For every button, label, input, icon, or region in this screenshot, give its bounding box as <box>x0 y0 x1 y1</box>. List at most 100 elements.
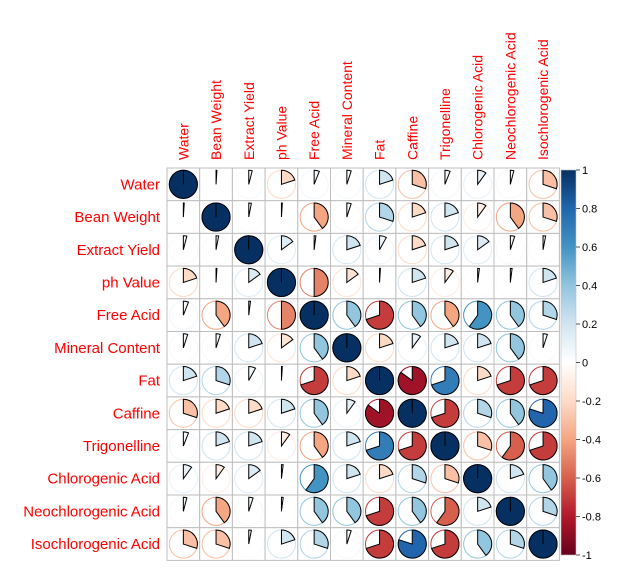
column-label: Isochlorogenic Acid <box>535 39 551 160</box>
row-label: Mineral Content <box>54 340 161 357</box>
pie-slice <box>280 431 291 448</box>
colorbar-gradient <box>560 169 577 556</box>
colorbar-tick-label: 0.2 <box>582 319 597 331</box>
colorbar-tick-label: -1 <box>582 550 592 562</box>
pie-slice <box>477 267 480 283</box>
pie-slice <box>346 235 361 251</box>
pie-slice <box>346 529 352 545</box>
pie-slice <box>444 267 454 284</box>
colorbar: 1 0.8 0.6 0.4 0.2 0 -0.2 -0.4 -0.6 -0.8 -1 <box>560 165 601 562</box>
pie-slice <box>411 202 427 218</box>
pie-slice <box>215 267 218 283</box>
pie-slice <box>365 496 395 526</box>
row-label: Trigonelline <box>83 438 160 455</box>
pie-slice <box>477 529 493 557</box>
pie-slice <box>215 464 226 481</box>
pie-slice <box>477 365 492 382</box>
column-label: Fat <box>372 140 388 160</box>
row-label: Chlorogenic Acid <box>47 471 160 488</box>
pie-slice <box>509 333 525 360</box>
pie-slice <box>509 267 513 283</box>
pie-slice <box>430 529 460 559</box>
pie-slice <box>477 202 487 219</box>
pie-slice <box>182 464 193 481</box>
row-label: Water <box>121 176 160 193</box>
pie-slice <box>280 235 294 251</box>
pie-slice <box>346 365 361 382</box>
colorbar-tick-label: -0.2 <box>582 396 601 408</box>
pie-slice <box>248 169 253 185</box>
pie-slice <box>313 529 329 550</box>
pie-slice <box>182 431 190 447</box>
pie-slice <box>542 235 547 250</box>
pie-slice <box>313 496 329 524</box>
pie-slice <box>365 431 395 461</box>
pie-slice <box>305 464 329 494</box>
pie-slice <box>379 235 387 250</box>
column-label: Caffine <box>404 116 420 160</box>
pie-slice <box>411 333 422 350</box>
pie-slice <box>542 333 549 349</box>
pie-slice <box>542 300 558 321</box>
pie-slice <box>444 464 460 484</box>
colorbar-tick-label: 1 <box>582 165 588 177</box>
pie-slice <box>477 169 487 186</box>
pie-slice <box>280 300 296 330</box>
pie-slice <box>397 365 427 396</box>
pie-slice <box>280 202 283 218</box>
pie-slice <box>477 235 490 251</box>
pie-slice <box>444 235 459 251</box>
pie-slice <box>365 529 395 559</box>
pie-slice <box>477 333 492 349</box>
colorbar-tick-label: 0.4 <box>582 281 597 293</box>
pie-slice <box>411 267 427 284</box>
pie-slice <box>280 464 284 479</box>
pie-slice <box>248 300 252 316</box>
colorbar-tick-label: 0.8 <box>582 204 597 216</box>
pie-slice <box>509 529 525 550</box>
pie-slice <box>248 398 263 414</box>
row-label: Free Acid <box>97 307 160 324</box>
pie-slice <box>529 431 558 461</box>
pie-slice <box>398 431 427 461</box>
pie-slice <box>182 398 198 419</box>
row-label: Neochlorogenic Acid <box>23 503 160 520</box>
pie-slice <box>280 333 294 349</box>
column-labels: Water Bean Weight Extract Yield ph Value Fre… <box>175 32 551 160</box>
pie-slice <box>379 267 381 283</box>
pie-slice <box>509 169 515 185</box>
pie-slice <box>379 169 394 186</box>
pie-slice <box>379 464 394 480</box>
column-label: Free Acid <box>306 101 322 160</box>
pie-slice <box>182 202 185 218</box>
pie-slice <box>280 496 284 512</box>
pie-slice <box>280 169 296 186</box>
pie-slice <box>248 202 252 218</box>
pie-slice <box>496 365 525 396</box>
pie-slice <box>182 496 188 512</box>
pie-slice <box>313 431 329 459</box>
pie-slice <box>468 300 493 330</box>
column-label: Trigonelline <box>437 88 453 160</box>
pie-slice <box>280 398 296 414</box>
pie-slice <box>215 496 231 524</box>
correlation-cells <box>166 167 560 561</box>
pie-slice <box>435 496 460 526</box>
pie-slice <box>397 529 427 559</box>
row-label: Caffine <box>113 405 160 422</box>
pie-slice <box>542 202 558 223</box>
pie-slice <box>248 333 263 349</box>
row-label: ph Value <box>102 274 160 291</box>
column-label: Bean Weight <box>208 80 224 160</box>
pie-slice <box>529 365 558 396</box>
pie-slice <box>313 398 329 426</box>
row-label: Fat <box>138 373 161 390</box>
pie-slice <box>444 300 460 328</box>
column-label: Neochlorogenic Acid <box>502 32 518 160</box>
pie-slice <box>444 202 459 218</box>
pie-slice <box>365 300 395 330</box>
colorbar-tick-label: -0.8 <box>582 512 601 524</box>
pie-slice <box>346 398 356 415</box>
pie-slice <box>444 333 459 349</box>
